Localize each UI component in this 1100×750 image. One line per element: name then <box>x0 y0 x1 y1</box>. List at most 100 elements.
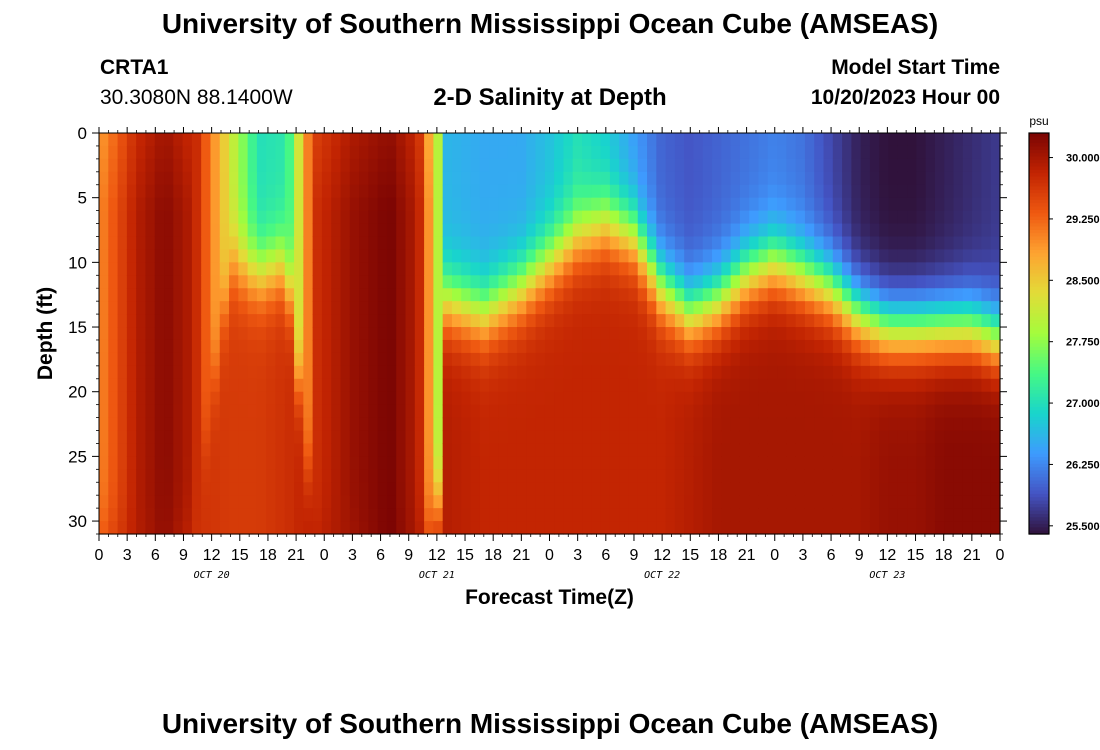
heatmap-cell <box>804 210 815 225</box>
heatmap-cell <box>396 495 407 509</box>
heatmap-cell <box>972 133 983 147</box>
heatmap-cell <box>526 482 537 496</box>
heatmap-cell <box>136 262 147 276</box>
heatmap-cell <box>126 210 137 225</box>
heatmap-cell <box>303 469 314 483</box>
heatmap-cell <box>461 404 472 419</box>
heatmap-cell <box>498 133 509 147</box>
heatmap-cell <box>117 314 128 328</box>
heatmap-cell <box>266 443 277 457</box>
heatmap-cell <box>897 443 908 457</box>
heatmap-cell <box>294 236 304 251</box>
heatmap-cell <box>823 210 834 225</box>
heatmap-cell <box>396 197 407 212</box>
heatmap-cell <box>758 158 769 173</box>
heatmap-cell <box>749 171 760 186</box>
heatmap-cell <box>907 145 917 160</box>
heatmap-cell <box>377 133 388 147</box>
heatmap-cell <box>451 430 462 445</box>
heatmap-cell <box>489 249 500 263</box>
heatmap-cell <box>340 301 351 315</box>
heatmap-cell <box>498 327 509 341</box>
heatmap-cell <box>981 521 992 535</box>
heatmap-cell <box>554 352 565 367</box>
heatmap-cell <box>349 314 360 328</box>
heatmap-cell <box>303 482 314 496</box>
heatmap-cell <box>591 197 602 212</box>
heatmap-cell <box>962 469 973 483</box>
heatmap-cell <box>712 210 722 225</box>
heatmap-cell <box>368 327 379 341</box>
heatmap-cell <box>591 456 602 470</box>
heatmap-cell <box>331 275 342 289</box>
heatmap-cell <box>442 249 453 263</box>
heatmap-cell <box>916 236 927 251</box>
heatmap-cell <box>126 184 137 199</box>
heatmap-cell <box>145 249 156 263</box>
heatmap-cell <box>219 417 230 432</box>
heatmap-cell <box>962 365 973 380</box>
heatmap-cell <box>563 262 574 276</box>
heatmap-cell <box>331 495 342 509</box>
heatmap-cell <box>247 288 258 302</box>
heatmap-cell <box>191 314 202 328</box>
heatmap-cell <box>331 508 342 522</box>
heatmap-cell <box>600 314 611 328</box>
heatmap-cell <box>962 262 973 276</box>
heatmap-cell <box>879 443 890 457</box>
heatmap-cell <box>442 417 453 432</box>
heatmap-cell <box>173 378 184 393</box>
x-tick-label: 18 <box>484 547 502 564</box>
heatmap-cell <box>925 521 936 535</box>
heatmap-cell <box>433 314 444 328</box>
heatmap-cell <box>860 145 871 160</box>
heatmap-cell <box>349 352 360 367</box>
colorbar-segment <box>1029 376 1049 381</box>
heatmap-cell <box>526 158 537 173</box>
heatmap-cell <box>869 171 880 186</box>
heatmap-cell <box>591 158 602 173</box>
heatmap-cell <box>173 210 184 225</box>
heatmap-cell <box>600 430 611 445</box>
heatmap-cell <box>851 236 862 251</box>
heatmap-cell <box>414 314 425 328</box>
heatmap-cell <box>879 417 890 432</box>
heatmap-cell <box>572 482 583 496</box>
heatmap-cell <box>405 249 416 263</box>
heatmap-cell <box>507 210 518 225</box>
heatmap-cell <box>981 352 992 367</box>
heatmap-cell <box>962 236 973 251</box>
x-day-label: OCT 22 <box>644 570 680 581</box>
colorbar-segment <box>1029 380 1049 385</box>
heatmap-cell <box>247 210 258 225</box>
heatmap-cell <box>414 404 425 419</box>
heatmap-cell <box>461 171 472 186</box>
heatmap-cell <box>182 158 193 173</box>
heatmap-cell <box>990 288 1001 302</box>
heatmap-cell <box>916 223 927 238</box>
heatmap-cell <box>117 404 128 419</box>
heatmap-cell <box>284 145 295 160</box>
heatmap-cell <box>888 456 899 470</box>
heatmap-cell <box>191 184 202 199</box>
heatmap-cell <box>461 378 472 393</box>
heatmap-cell <box>916 430 927 445</box>
heatmap-cell <box>739 197 750 212</box>
heatmap-cell <box>108 482 119 496</box>
heatmap-cell <box>674 171 685 186</box>
heatmap-cell <box>331 223 342 238</box>
heatmap-cell <box>489 158 500 173</box>
heatmap-cell <box>758 249 769 263</box>
colorbar-segment <box>1029 283 1049 288</box>
heatmap-cell <box>730 262 741 276</box>
heatmap-cell <box>674 417 685 432</box>
heatmap-cell <box>869 158 880 173</box>
heatmap-cell <box>479 133 490 147</box>
heatmap-cell <box>266 404 277 419</box>
heatmap-cell <box>842 521 852 535</box>
heatmap-cell <box>312 391 323 406</box>
heatmap-cell <box>266 275 277 289</box>
heatmap-cell <box>238 521 249 535</box>
heatmap-cell <box>470 314 481 328</box>
heatmap-cell <box>934 495 945 509</box>
